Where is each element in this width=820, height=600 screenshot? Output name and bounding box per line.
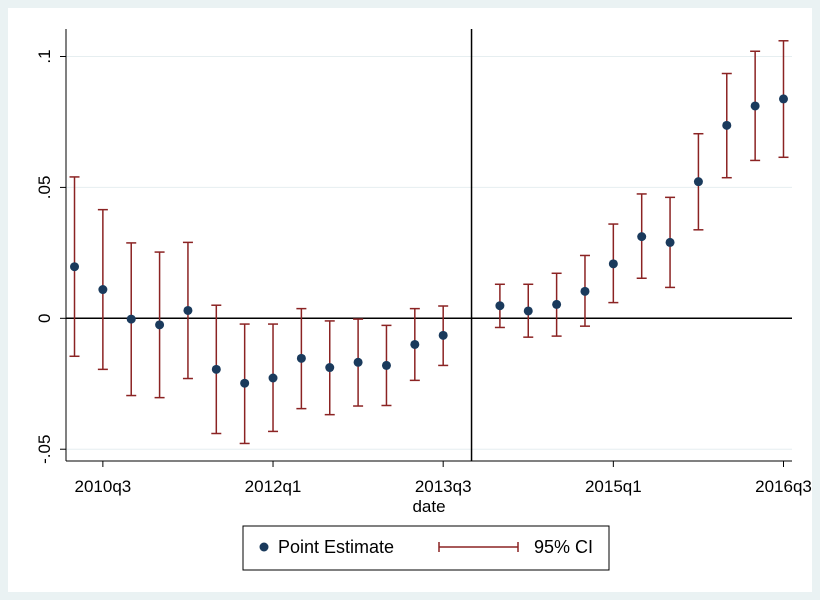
axes xyxy=(65,29,792,462)
point-estimate-marker xyxy=(693,177,703,187)
point-estimate-marker xyxy=(155,320,165,330)
point-estimate-marker xyxy=(268,373,278,383)
point-estimate-marker xyxy=(410,339,420,349)
point-estimate-marker xyxy=(126,314,136,324)
point-estimate-marker xyxy=(750,101,760,111)
point-estimate-marker xyxy=(495,301,505,311)
y-tick-label: -.05 xyxy=(35,435,54,464)
point-estimate-marker xyxy=(608,259,618,269)
point-estimate-marker xyxy=(580,286,590,296)
point-estimate-marker xyxy=(552,299,562,309)
point-estimate-marker xyxy=(70,262,80,272)
point-estimate-marker xyxy=(778,94,788,104)
legend-label-point-estimate: Point Estimate xyxy=(278,537,394,557)
x-tick-label: 2010q3 xyxy=(75,477,132,496)
point-estimate-marker xyxy=(353,357,363,367)
x-tick-label: 2015q1 xyxy=(585,477,642,496)
point-estimate-marker xyxy=(381,360,391,370)
y-tick-label: .05 xyxy=(35,176,54,200)
legend-point-marker xyxy=(259,542,269,552)
point-estimate-marker xyxy=(183,305,193,315)
point-estimate-marker xyxy=(240,378,250,388)
point-estimate-marker xyxy=(722,120,732,130)
x-tick-label: 2013q3 xyxy=(415,477,472,496)
y-tick-label: .1 xyxy=(35,49,54,63)
plot-area xyxy=(66,29,792,461)
y-tick-label: 0 xyxy=(35,314,54,323)
point-estimate-marker xyxy=(665,237,675,247)
x-tick-label: 2016q3 xyxy=(755,477,812,496)
legend: Point Estimate 95% CI xyxy=(242,525,610,571)
point-estimate-marker xyxy=(523,306,533,316)
ticks: -.05 0 .05 .1 2010q3 2012q1 2013q3 2015q1 2016q3 xyxy=(35,49,812,496)
point-estimate-marker xyxy=(438,330,448,340)
reference-lines xyxy=(66,29,792,461)
point-estimate-marker xyxy=(637,232,647,242)
point-estimate-marker xyxy=(296,353,306,363)
legend-label-ci: 95% CI xyxy=(534,537,593,557)
x-axis-label: date xyxy=(412,497,445,516)
legend-box xyxy=(242,525,610,571)
x-tick-label: 2012q1 xyxy=(245,477,302,496)
point-estimate-marker xyxy=(98,285,108,295)
point-estimate-marker xyxy=(325,363,335,373)
point-estimate-marker xyxy=(211,364,221,374)
point-estimates xyxy=(70,94,788,388)
